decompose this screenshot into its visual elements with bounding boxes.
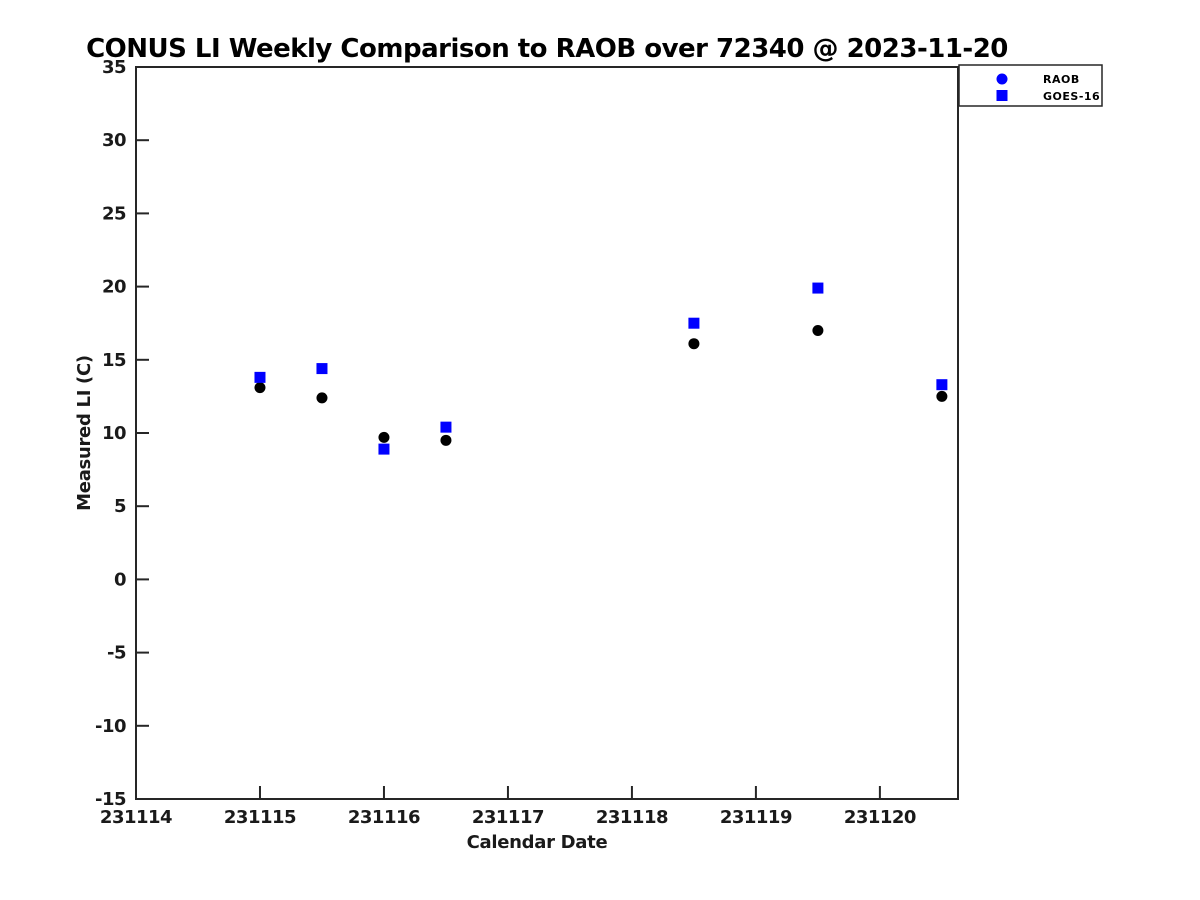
raob-data-point — [440, 434, 452, 446]
raob-data-point — [254, 382, 266, 394]
x-tick-label: 231117 — [472, 807, 544, 828]
x-tick-label: 231116 — [348, 807, 420, 828]
goes16-data-point — [688, 317, 700, 329]
y-tick-label: 35 — [102, 57, 126, 78]
x-tick-label: 231118 — [596, 807, 668, 828]
raob-data-point — [316, 392, 328, 404]
y-tick-label: 5 — [114, 496, 126, 517]
legend-goes16-marker-icon — [996, 90, 1008, 101]
goes16-points — [254, 282, 948, 455]
x-tick-label: 231120 — [844, 807, 916, 828]
raob-data-point — [688, 338, 700, 350]
raob-data-point — [936, 390, 948, 402]
y-tick-label: 15 — [102, 350, 126, 371]
raob-points — [254, 325, 948, 446]
legend-border — [958, 64, 1103, 107]
goes16-data-point — [254, 371, 266, 383]
y-tick-label: 10 — [102, 423, 126, 444]
goes16-data-point — [812, 282, 824, 294]
goes16-data-point — [378, 443, 390, 455]
y-tick-label: 0 — [114, 569, 126, 590]
raob-data-point — [378, 431, 390, 443]
y-tick-label: -10 — [95, 716, 126, 737]
goes16-data-point — [440, 421, 452, 433]
legend-goes16-label: GOES-16 — [1043, 90, 1100, 103]
raob-data-point — [812, 325, 824, 337]
y-tick-label: -15 — [95, 789, 126, 810]
x-tick-label: 231114 — [100, 807, 172, 828]
chart-title: CONUS LI Weekly Comparison to RAOB over … — [86, 34, 1008, 64]
goes16-data-point — [316, 363, 328, 375]
y-axis-label: Measured LI (C) — [74, 355, 95, 511]
plot-border — [135, 66, 959, 800]
legend-raob-label: RAOB — [1043, 73, 1080, 86]
legend-raob-marker-icon — [996, 73, 1008, 85]
y-tick-label: 20 — [102, 277, 126, 298]
x-axis-ticks: 231114 231115 231116 231117 231118 231119 2311… — [100, 786, 916, 828]
x-tick-label: 231119 — [720, 807, 792, 828]
goes16-data-point — [936, 379, 948, 391]
y-tick-label: 30 — [102, 130, 126, 151]
y-tick-label: 25 — [102, 203, 126, 224]
x-axis-label: Calendar Date — [467, 832, 608, 853]
y-axis-ticks: -15 -10 -5 0 5 10 15 20 25 30 35 — [95, 57, 149, 810]
legend: RAOB GOES-16 — [958, 64, 1103, 107]
x-tick-label: 231115 — [224, 807, 296, 828]
y-tick-label: -5 — [107, 643, 126, 664]
